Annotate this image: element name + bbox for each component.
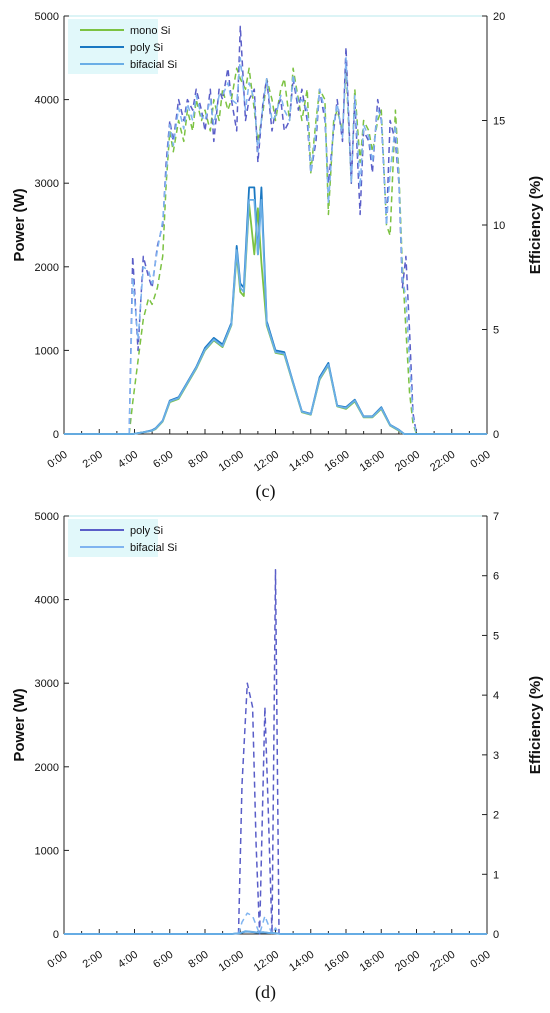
y-tick-label: 2000 [35,762,59,774]
y2-tick-label: 3 [493,750,499,762]
power-line-mono-si [64,203,487,435]
efficiency-line-poly-si [128,25,418,435]
y-axis-title: Power (W) [11,188,28,261]
y2-tick-label: 7 [493,511,499,523]
x-tick-label: 20:00 [393,949,422,975]
x-tick-label: 22:00 [428,949,457,975]
y2-tick-label: 5 [493,630,499,642]
efficiency-line-mono-si [128,67,418,435]
y-tick-label: 5000 [35,511,59,523]
y-tick-label: 5000 [35,11,59,23]
panel-c: 0 1000 2000 3000 4000 5000 0 5 10 15 20 0:00 2:00 4:0… [11,11,544,502]
y2-tick-label: 10 [493,220,505,232]
plot-frame [63,15,488,435]
x-tick-label: 2:00 [81,449,105,471]
power-line-bifacial-si [64,198,487,435]
x-tick-label: 12:00 [252,949,281,975]
legend-label-bifacial-si: bifacial Si [130,59,177,71]
y2-tick-label: 1 [493,869,499,881]
y-tick-label: 1000 [35,345,59,357]
x-tick-label: 8:00 [186,449,210,471]
x-tick-label: 16:00 [322,449,351,475]
power-line-poly-si [64,186,487,435]
y2-tick-label: 0 [493,429,499,441]
panel-d: 0 1000 2000 3000 4000 5000 0 1 2 3 4 5 6 7 0:00 2:00 4:0… [11,511,544,1003]
y2-axis-title: Efficiency (%) [527,176,544,274]
x-tick-label: 6:00 [151,949,175,971]
x-tick-label: 14:00 [287,449,316,475]
panel-label: (c) [256,481,276,502]
x-tick-label: 12:00 [252,449,281,475]
x-tick-label: 10:00 [217,949,246,975]
efficiency-line-bifacial-si [128,57,418,435]
x-tick-label: 10:00 [217,449,246,475]
x-tick-label: 22:00 [428,449,457,475]
legend-label-bifacial-si: bifacial Si [130,542,177,554]
y2-tick-label: 2 [493,810,499,822]
x-tick-label: 16:00 [322,949,351,975]
y-tick-label: 0 [53,429,59,441]
x-tick-label: 20:00 [393,449,422,475]
x-tick-label: 0:00 [468,949,492,971]
y2-tick-label: 5 [493,325,499,337]
y-tick-label: 3000 [35,678,59,690]
y2-tick-label: 0 [493,929,499,941]
y2-tick-label: 20 [493,11,505,23]
x-tick-label: 14:00 [287,949,316,975]
legend-label-poly-si: poly Si [130,525,163,537]
legend: poly Si bifacial Si [68,519,177,557]
y2-tick-label: 4 [493,690,499,702]
y-tick-label: 3000 [35,178,59,190]
x-tick-label: 4:00 [116,949,140,971]
x-tick-label: 0:00 [468,449,492,471]
y2-tick-label: 15 [493,116,505,128]
x-tick-label: 8:00 [186,949,210,971]
panel-label: (d) [255,982,276,1003]
y2-axis-title: Efficiency (%) [527,676,544,774]
y2-tick-label: 6 [493,571,499,583]
x-tick-label: 2:00 [81,949,105,971]
legend-label-mono-si: mono Si [130,25,170,37]
y-tick-label: 0 [53,929,59,941]
x-tick-label: 18:00 [358,949,387,975]
y-tick-label: 4000 [35,95,59,107]
efficiency-line-poly-si [237,568,280,935]
y-tick-label: 4000 [35,595,59,607]
x-tick-label: 6:00 [151,449,175,471]
x-tick-label: 0:00 [45,949,69,971]
legend-background [68,519,158,557]
x-tick-label: 18:00 [358,449,387,475]
y-tick-label: 1000 [35,845,59,857]
x-tick-label: 4:00 [116,449,140,471]
legend-label-poly-si: poly Si [130,42,163,54]
legend: mono Si poly Si bifacial Si [68,19,177,74]
power-line-bifacial-si [64,930,487,935]
y-axis-title: Power (W) [11,688,28,761]
x-tick-label: 0:00 [45,449,69,471]
y-tick-label: 2000 [35,262,59,274]
